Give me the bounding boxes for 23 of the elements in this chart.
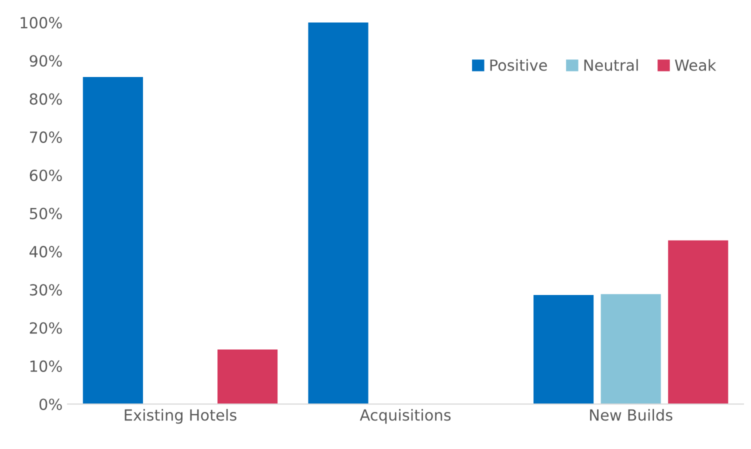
bar: [82, 77, 143, 404]
legend-label: Neutral: [584, 59, 638, 71]
y-tick-label: 0%: [40, 398, 62, 410]
y-tick-label: 90%: [30, 55, 62, 67]
y-tick-label: 100%: [20, 16, 62, 28]
y-tick-label: 10%: [30, 360, 62, 372]
y-tick-label: 30%: [30, 284, 62, 296]
y-tick-label: 50%: [30, 208, 62, 220]
bar: [668, 240, 728, 404]
y-tick-label: 70%: [30, 131, 62, 143]
x-tick-label: New Builds: [590, 408, 672, 421]
bar: [600, 294, 661, 404]
x-tick-label: Existing Hotels: [124, 408, 236, 424]
y-tick-label: 20%: [30, 322, 62, 334]
y-tick-label: 60%: [30, 170, 62, 182]
bar: [308, 22, 368, 404]
bar: [534, 294, 594, 404]
legend-label: Positive: [490, 59, 547, 71]
y-tick-label: 80%: [30, 93, 62, 105]
x-tick-label: Acquisitions: [360, 408, 451, 424]
legend-label: Weak: [674, 59, 716, 71]
bar: [217, 350, 278, 404]
y-tick-label: 40%: [30, 246, 62, 258]
